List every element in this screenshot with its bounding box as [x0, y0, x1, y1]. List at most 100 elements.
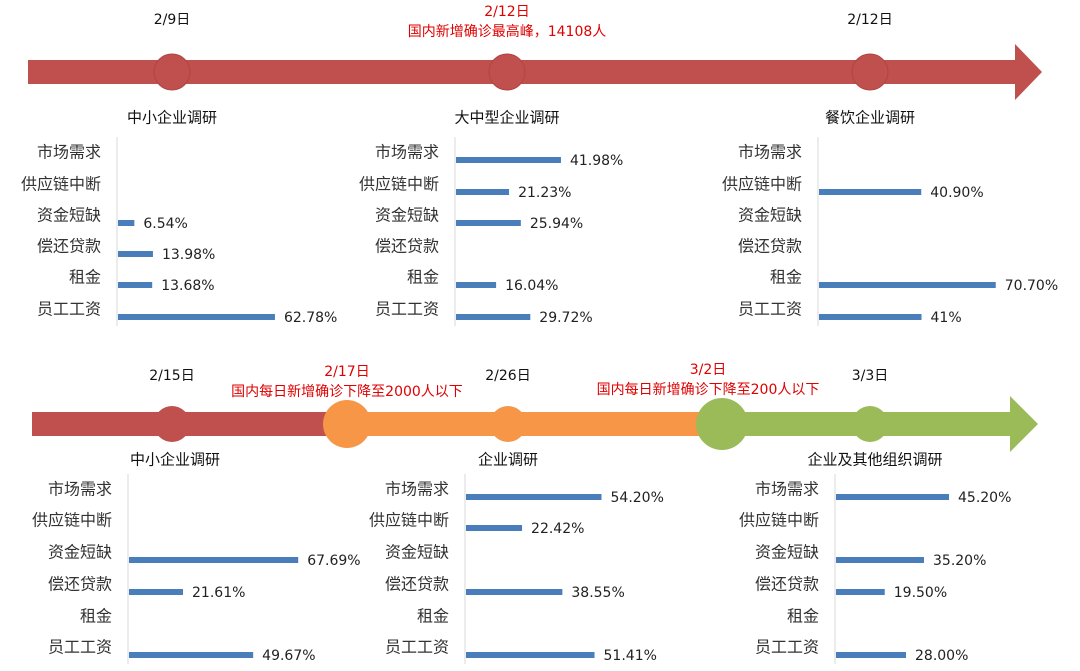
value-label: 25.94%	[530, 216, 583, 232]
chart-title: 中小企业调研	[130, 451, 220, 469]
chart-title: 企业调研	[478, 451, 538, 469]
bar	[836, 589, 885, 595]
category-label: 租金	[407, 268, 439, 287]
timeline-arrow	[28, 44, 1042, 100]
category-label: 市场需求	[48, 480, 112, 499]
category-label: 员工工资	[738, 300, 802, 319]
event-note: 国内新增确诊最高峰，14108人	[408, 23, 607, 40]
bar	[466, 589, 563, 595]
timeline-node	[323, 400, 371, 448]
bar	[819, 314, 922, 320]
bar	[466, 494, 602, 500]
category-label: 租金	[787, 607, 819, 626]
value-label: 21.23%	[518, 185, 571, 201]
value-label: 13.98%	[162, 247, 215, 263]
value-label: 40.90%	[930, 185, 983, 201]
category-label: 偿还贷款	[48, 575, 112, 594]
value-label: 19.50%	[894, 585, 947, 601]
bar	[456, 314, 531, 320]
category-label: 供应链中断	[21, 175, 101, 194]
category-label: 供应链中断	[739, 511, 819, 530]
category-label: 偿还贷款	[37, 237, 101, 256]
category-label: 资金短缺	[738, 206, 802, 225]
category-label: 员工工资	[755, 638, 819, 657]
bar	[118, 220, 135, 226]
bar	[819, 282, 996, 288]
category-label: 市场需求	[738, 143, 802, 162]
bar	[456, 189, 510, 195]
category-label: 市场需求	[37, 143, 101, 162]
bar	[129, 557, 299, 563]
category-label: 租金	[80, 607, 112, 626]
event-note: 国内每日新增确诊下降至2000人以下	[231, 384, 463, 400]
value-label: 45.20%	[958, 490, 1011, 506]
category-label: 员工工资	[37, 300, 101, 319]
category-label: 员工工资	[375, 300, 439, 319]
bar	[118, 314, 275, 320]
category-label: 员工工资	[385, 638, 449, 657]
bar	[836, 557, 924, 563]
category-label: 资金短缺	[375, 206, 439, 225]
value-label: 6.54%	[143, 216, 187, 232]
category-label: 资金短缺	[48, 543, 112, 562]
value-label: 70.70%	[1005, 278, 1058, 294]
bar	[456, 282, 497, 288]
category-label: 供应链中断	[32, 511, 112, 530]
value-label: 41.98%	[570, 153, 623, 169]
value-label: 28.00%	[915, 648, 968, 664]
value-label: 62.78%	[284, 310, 337, 326]
category-label: 偿还贷款	[738, 237, 802, 256]
chart-title: 餐饮企业调研	[825, 109, 915, 127]
category-label: 资金短缺	[37, 206, 101, 225]
timeline-node	[153, 53, 191, 91]
bar	[836, 494, 949, 500]
event-date: 2/9日	[154, 12, 191, 28]
event-date: 3/3日	[852, 368, 889, 384]
value-label: 54.20%	[611, 490, 664, 506]
category-label: 供应链中断	[722, 175, 802, 194]
category-label: 市场需求	[385, 480, 449, 499]
category-label: 员工工资	[48, 638, 112, 657]
bar	[836, 652, 906, 658]
event-date: 2/12日	[847, 12, 892, 28]
bar	[129, 589, 184, 595]
value-label: 51.41%	[604, 648, 657, 664]
category-label: 租金	[770, 268, 802, 287]
bar	[129, 652, 254, 658]
value-label: 16.04%	[505, 278, 558, 294]
category-label: 租金	[69, 268, 101, 287]
chart-title: 中小企业调研	[127, 109, 217, 127]
chart-title: 企业及其他组织调研	[807, 451, 942, 469]
value-label: 35.20%	[933, 553, 986, 569]
bar	[118, 282, 153, 288]
timeline-segment	[342, 412, 722, 436]
value-label: 38.55%	[571, 585, 624, 601]
timeline-node	[490, 406, 526, 442]
category-label: 偿还贷款	[755, 575, 819, 594]
bar	[466, 525, 523, 531]
category-label: 市场需求	[755, 480, 819, 499]
bar	[466, 652, 595, 658]
event-date: 2/15日	[149, 368, 194, 384]
bar	[456, 157, 561, 163]
category-label: 偿还贷款	[385, 575, 449, 594]
bar	[456, 220, 521, 226]
value-label: 49.67%	[262, 648, 315, 664]
timeline-node	[488, 53, 526, 91]
value-label: 67.69%	[307, 553, 360, 569]
category-label: 偿还贷款	[375, 237, 439, 256]
value-label: 13.68%	[161, 278, 214, 294]
timeline-node	[852, 406, 888, 442]
event-note: 国内每日新增确诊下降至200人以下	[597, 382, 820, 398]
value-label: 29.72%	[539, 310, 592, 326]
value-label: 22.42%	[531, 521, 584, 537]
event-date: 2/26日	[485, 368, 530, 384]
event-date: 2/12日	[484, 4, 529, 20]
timeline-node	[154, 406, 190, 442]
chart-title: 大中型企业调研	[454, 109, 559, 127]
category-label: 租金	[417, 607, 449, 626]
category-label: 市场需求	[375, 143, 439, 162]
category-label: 资金短缺	[385, 543, 449, 562]
timeline-node	[696, 398, 748, 450]
value-label: 21.61%	[192, 585, 245, 601]
